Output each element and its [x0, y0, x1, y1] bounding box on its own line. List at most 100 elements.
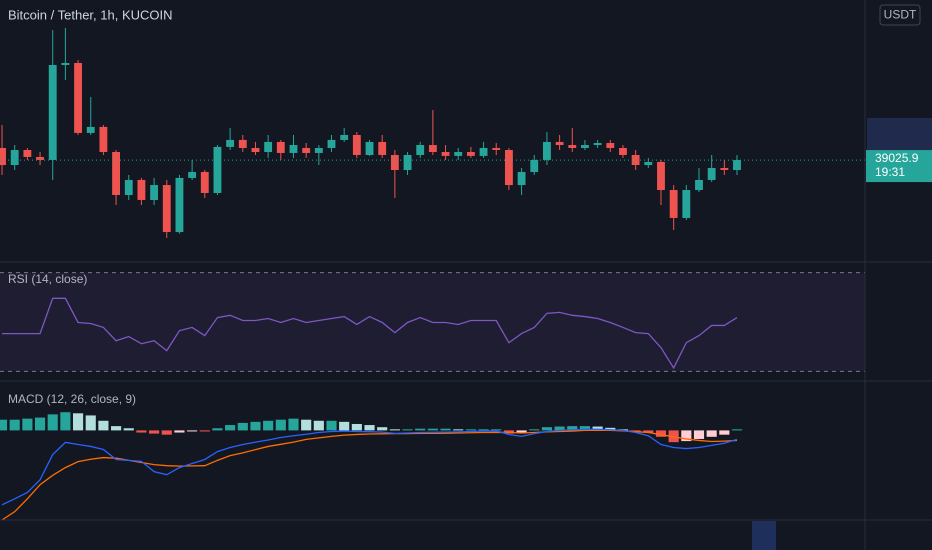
last-price-box: [866, 150, 932, 183]
candle-body: [504, 150, 513, 186]
candle-body: [86, 126, 95, 133]
candle-body: [479, 147, 488, 156]
macd-histogram-bar: [225, 425, 236, 431]
macd-histogram-bar: [681, 430, 692, 442]
countdown-label: 19:31: [875, 165, 905, 179]
candle-body: [593, 143, 602, 146]
candle-body: [61, 62, 70, 65]
candle-body: [276, 141, 285, 153]
candle-body: [340, 134, 349, 140]
price-range-highlight: [867, 118, 932, 150]
candle-body: [416, 145, 425, 155]
macd-histogram-bar: [47, 414, 58, 431]
rsi-line: [2, 297, 738, 370]
macd-line: [1, 428, 738, 506]
macd-histogram-bar: [364, 425, 375, 431]
macd-histogram-bar: [60, 412, 71, 431]
candle-body: [454, 152, 463, 156]
candle-body: [188, 172, 197, 178]
macd-histogram-bar: [72, 413, 84, 431]
candle-body: [403, 154, 412, 171]
macd-histogram-bar: [85, 415, 96, 431]
candle-body: [226, 139, 235, 147]
macd-histogram-bar: [275, 419, 286, 431]
macd-histogram-bar: [351, 423, 362, 431]
macd-histogram-bar: [567, 426, 578, 431]
candle-body: [441, 152, 450, 156]
candle-body: [619, 147, 627, 155]
candle-body: [555, 141, 564, 146]
time-highlight: [752, 521, 776, 550]
candle-body: [581, 145, 589, 148]
candle-body: [352, 134, 361, 155]
candle-body: [543, 141, 551, 160]
macd-histogram-bar: [415, 428, 426, 431]
marks: [0, 27, 865, 521]
candle-body: [492, 147, 501, 151]
macd-histogram-bar: [212, 428, 223, 431]
candle-body: [175, 177, 184, 233]
macd-histogram-bar: [655, 430, 667, 437]
candle-body: [657, 161, 665, 191]
candle-body: [631, 154, 640, 166]
candle-body: [466, 152, 475, 156]
candle-body: [682, 190, 691, 218]
candle-body: [695, 179, 703, 191]
macd-histogram-bar: [579, 426, 591, 431]
candle-body: [99, 126, 108, 153]
currency-box[interactable]: [879, 4, 921, 26]
chart-title: Bitcoin / Tether, 1h, KUCOIN: [8, 7, 173, 22]
macd-histogram-bar: [111, 426, 122, 431]
macd-histogram-bar: [719, 430, 730, 435]
candle-body: [112, 152, 121, 195]
candle-body: [162, 185, 171, 233]
macd-histogram-bar: [123, 428, 134, 431]
macd-histogram-bar: [301, 419, 312, 431]
candle-body: [327, 139, 336, 148]
labels: 39025.919:31: [866, 150, 932, 183]
candle-body: [365, 141, 374, 155]
macd-histogram-bar: [149, 430, 160, 434]
macd-histogram-bar: [693, 430, 705, 439]
candle-body: [23, 150, 32, 157]
macd-histogram-bar: [465, 429, 476, 431]
candle-body: [36, 156, 44, 160]
macd-histogram-bar: [313, 420, 324, 431]
candle-body: [428, 145, 437, 153]
candle-body: [289, 145, 298, 153]
candle-body: [314, 147, 323, 153]
macd-histogram-bar: [440, 428, 451, 431]
candle-body: [378, 141, 387, 155]
candle-body: [48, 64, 57, 160]
candle-body: [74, 62, 82, 133]
macd-histogram-bar: [630, 430, 641, 432]
macd-histogram-bar: [326, 420, 337, 431]
macd-histogram-bar: [402, 429, 413, 431]
candle-body: [213, 146, 222, 193]
candle-body: [669, 190, 678, 218]
candle-body: [264, 141, 273, 153]
candle-body: [606, 143, 615, 148]
macd-histogram-bar: [478, 429, 489, 431]
macd-histogram-bar: [491, 429, 502, 431]
candle-body: [238, 139, 247, 148]
macd-histogram-bar: [288, 418, 299, 431]
macd-histogram-bar: [529, 429, 540, 431]
macd-histogram-bar: [136, 430, 147, 433]
macd-histogram-bar: [263, 420, 274, 431]
macd-histogram-bar: [250, 421, 261, 431]
macd-histogram-bar: [199, 430, 210, 432]
macd-histogram-bar: [643, 430, 654, 433]
currency-label[interactable]: USDT: [884, 8, 917, 22]
macd-histogram-bar: [339, 421, 350, 431]
candle-body: [390, 154, 399, 171]
candle-body: [517, 172, 526, 186]
macd-histogram-bar: [0, 419, 8, 431]
candle-body: [720, 167, 729, 171]
macd-histogram-bar: [706, 430, 717, 437]
macd-histogram-bar: [9, 419, 20, 431]
candle-body: [251, 147, 260, 153]
candle-body: [530, 159, 539, 173]
macd-histogram-bar: [592, 426, 603, 431]
